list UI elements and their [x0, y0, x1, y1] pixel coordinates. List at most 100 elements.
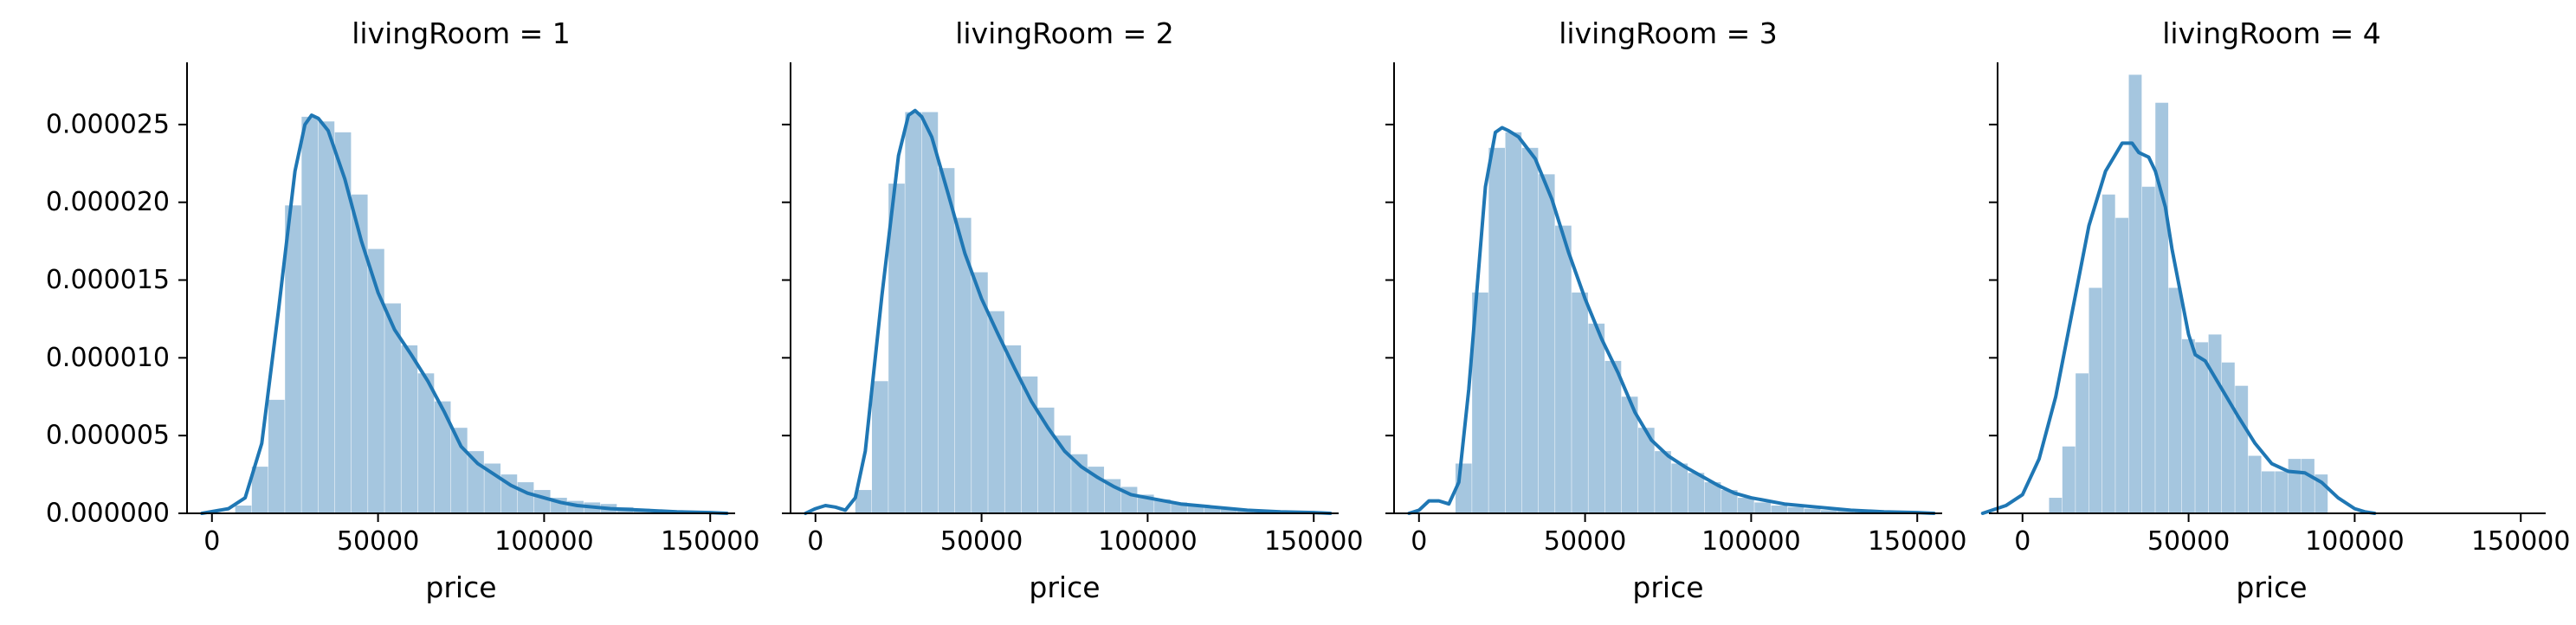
histogram-bar	[2208, 334, 2222, 513]
histogram-bar	[938, 168, 955, 514]
facet-title: livingRoom = 2	[955, 16, 1174, 50]
x-axis-label: price	[1632, 570, 1703, 604]
histogram-bar	[2168, 287, 2182, 513]
histogram-bar	[888, 184, 905, 513]
histogram-bar	[988, 311, 1004, 513]
histogram-bar	[2101, 194, 2115, 513]
histogram-bar	[1187, 506, 1204, 513]
histogram-bar	[2115, 217, 2129, 513]
x-tick-label: 150000	[1264, 526, 1364, 557]
histogram-bar	[855, 490, 872, 513]
histogram-bar	[500, 474, 518, 513]
histogram-bar	[1588, 323, 1605, 513]
facet-panel-3: 0 50000 100000 150000 price livingRoom = 3	[1385, 16, 1966, 604]
histogram-bar	[235, 506, 252, 513]
histogram-bar	[1538, 174, 1555, 513]
facet-title: livingRoom = 3	[1559, 16, 1778, 50]
histogram-bar	[2221, 362, 2235, 513]
x-tick-label: 0	[807, 526, 823, 557]
histogram-bar	[401, 345, 418, 513]
x-axis-label: price	[2236, 570, 2307, 604]
x-tick-label: 150000	[2471, 526, 2571, 557]
x-tick-label: 150000	[1868, 526, 1967, 557]
histogram-bar	[921, 112, 939, 514]
histogram-bar	[1637, 428, 1655, 513]
histogram-bar	[2062, 446, 2076, 513]
histogram-bar	[2141, 186, 2155, 513]
histogram-bar	[1704, 482, 1721, 513]
x-tick-label: 150000	[661, 526, 760, 557]
histogram-bar	[2248, 455, 2262, 513]
histogram-bar	[1021, 376, 1038, 513]
histogram-bar	[1004, 345, 1022, 513]
histogram-bar	[2049, 498, 2063, 513]
histogram-bar	[1787, 506, 1804, 513]
x-tick-label: 100000	[494, 526, 594, 557]
histogram-bar	[2275, 471, 2289, 513]
histogram-bar	[2128, 74, 2142, 514]
histogram-bar	[2302, 459, 2315, 513]
histogram-bar	[1455, 463, 1472, 513]
histogram-bar	[517, 482, 534, 513]
histogram-bar	[1488, 147, 1506, 513]
facet-title: livingRoom = 1	[352, 16, 571, 50]
x-tick-label: 0	[203, 526, 220, 557]
histogram-bar	[251, 467, 268, 513]
histogram-bar	[301, 116, 319, 513]
x-tick-label: 50000	[1544, 526, 1626, 557]
facet-panel-4: 0 50000 100000 150000 price livingRoom = 4	[1980, 16, 2571, 604]
histogram-bar	[417, 373, 435, 513]
histogram-bar	[2155, 102, 2169, 514]
x-tick-label: 50000	[337, 526, 419, 557]
histogram-bar	[1037, 407, 1055, 513]
histogram-bar	[1820, 510, 1837, 513]
y-tick-label: 0.000010	[46, 343, 170, 373]
x-tick-label: 50000	[2147, 526, 2230, 557]
histogram-bar	[368, 248, 384, 513]
histogram-bar	[1521, 147, 1539, 513]
histogram-bar	[1771, 506, 1788, 513]
histogram-bar	[2089, 287, 2102, 513]
facet-panel-1: 0.000000 0.000005 0.000010 0.000015 0.000020…	[46, 16, 760, 604]
x-tick-label: 100000	[1701, 526, 1801, 557]
x-tick-label: 50000	[940, 526, 1023, 557]
histogram-bar	[1220, 508, 1237, 513]
x-tick-label: 0	[1411, 526, 1427, 557]
histogram-bar	[2181, 338, 2195, 513]
histogram-bar	[318, 121, 335, 513]
histogram-bar	[434, 401, 451, 513]
histogram-bar	[905, 112, 922, 514]
histogram-bar	[2195, 342, 2209, 513]
histogram-bar	[384, 303, 401, 513]
histogram-bar	[1655, 451, 1671, 513]
histogram-bar	[2076, 373, 2089, 513]
kde-line	[804, 108, 1333, 515]
x-axis-label: price	[1029, 570, 1100, 604]
facet-title: livingRoom = 4	[2162, 16, 2381, 50]
histogram-bar	[1754, 502, 1771, 513]
y-tick-label: 0.000005	[46, 421, 170, 451]
y-tick-label: 0.000020	[46, 187, 170, 217]
histogram-bar	[285, 205, 301, 513]
y-tick-label: 0.000000	[46, 499, 170, 529]
x-tick-label: 0	[2014, 526, 2030, 557]
histogram-bar	[1671, 463, 1688, 513]
histogram-bar	[972, 272, 988, 513]
histogram-bar	[871, 381, 888, 513]
histogram-bar	[1572, 292, 1588, 513]
y-tick-label: 0.000015	[46, 265, 170, 295]
histogram-bar	[2288, 459, 2302, 513]
histogram-bar	[1738, 498, 1754, 513]
histogram-bar	[268, 399, 285, 513]
histogram-bar	[334, 132, 352, 513]
histogram-bar	[1204, 506, 1221, 513]
histogram-bar	[1555, 225, 1572, 513]
kde-line	[1980, 141, 2377, 515]
facet-panel-2: 0 50000 100000 150000 price livingRoom = 2	[782, 16, 1363, 604]
histogram-bar	[533, 490, 551, 513]
histogram-bar	[1804, 508, 1821, 513]
histogram-bar	[1604, 360, 1622, 513]
histogram-bar	[1621, 396, 1638, 513]
